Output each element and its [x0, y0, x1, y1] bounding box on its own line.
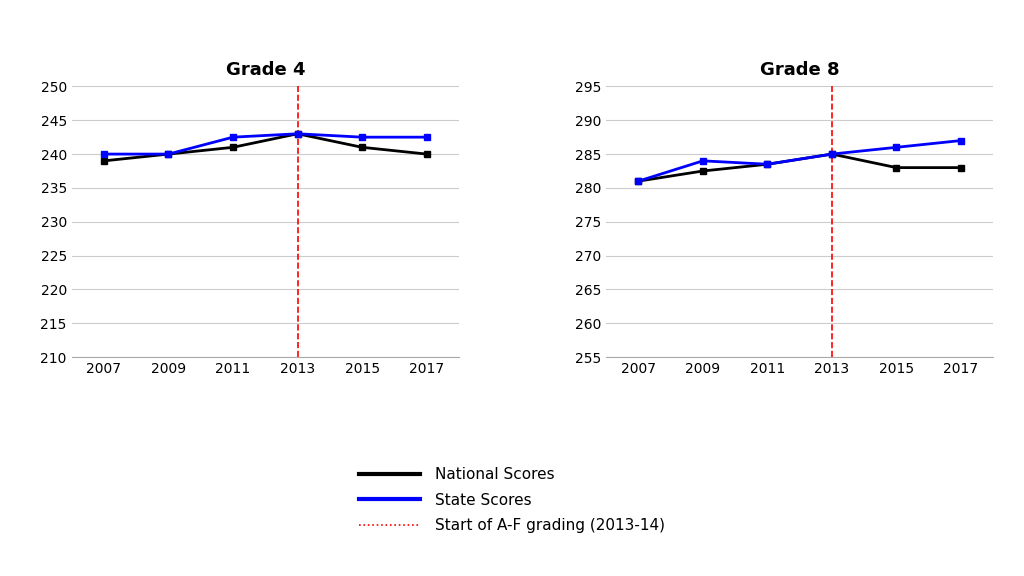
Title: Grade 4: Grade 4 — [225, 61, 305, 79]
Legend: National Scores, State Scores, Start of A-F grading (2013-14): National Scores, State Scores, Start of … — [352, 461, 672, 540]
Title: Grade 8: Grade 8 — [760, 61, 840, 79]
